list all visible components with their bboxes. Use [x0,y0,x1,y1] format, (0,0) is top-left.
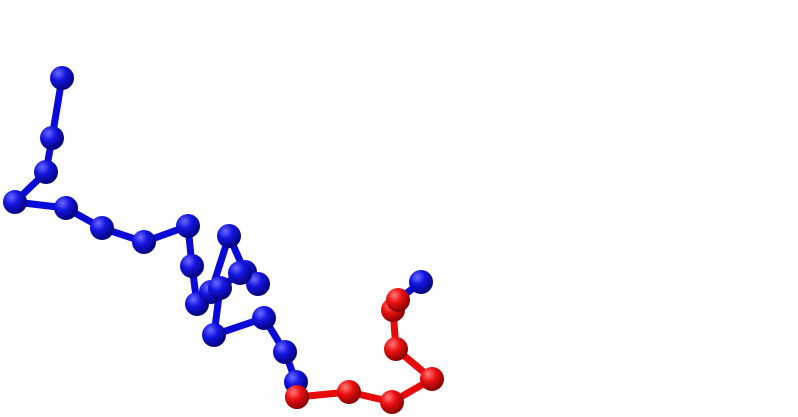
blue-segment-bead [50,66,74,90]
blue-segment-bead [208,276,232,300]
blue-segment-bead [34,160,58,184]
blue-segment-bead [90,216,114,240]
red-segment-bead [285,385,309,409]
red-segment-bead [420,367,444,391]
blue-segment-bead [3,190,27,214]
blue-segment-bead [54,196,78,220]
blue-segment-bead [273,340,297,364]
blue-tail-bead [409,270,433,294]
blue-segment-bead [228,261,252,285]
blue-segment-bead [132,230,156,254]
red-segment-bead [337,380,361,404]
blue-segment-bead [246,272,270,296]
red-segment-bead [386,288,410,312]
blue-segment-bead [176,214,200,238]
red-segment-bead [380,390,404,414]
bead-layer [3,66,444,414]
blue-segment-bead [180,254,204,278]
blue-segment-bead [217,224,241,248]
blue-segment-bead [252,306,276,330]
blue-segment-bead [40,126,64,150]
blue-segment-bead [202,323,226,347]
red-segment-bead [384,337,408,361]
